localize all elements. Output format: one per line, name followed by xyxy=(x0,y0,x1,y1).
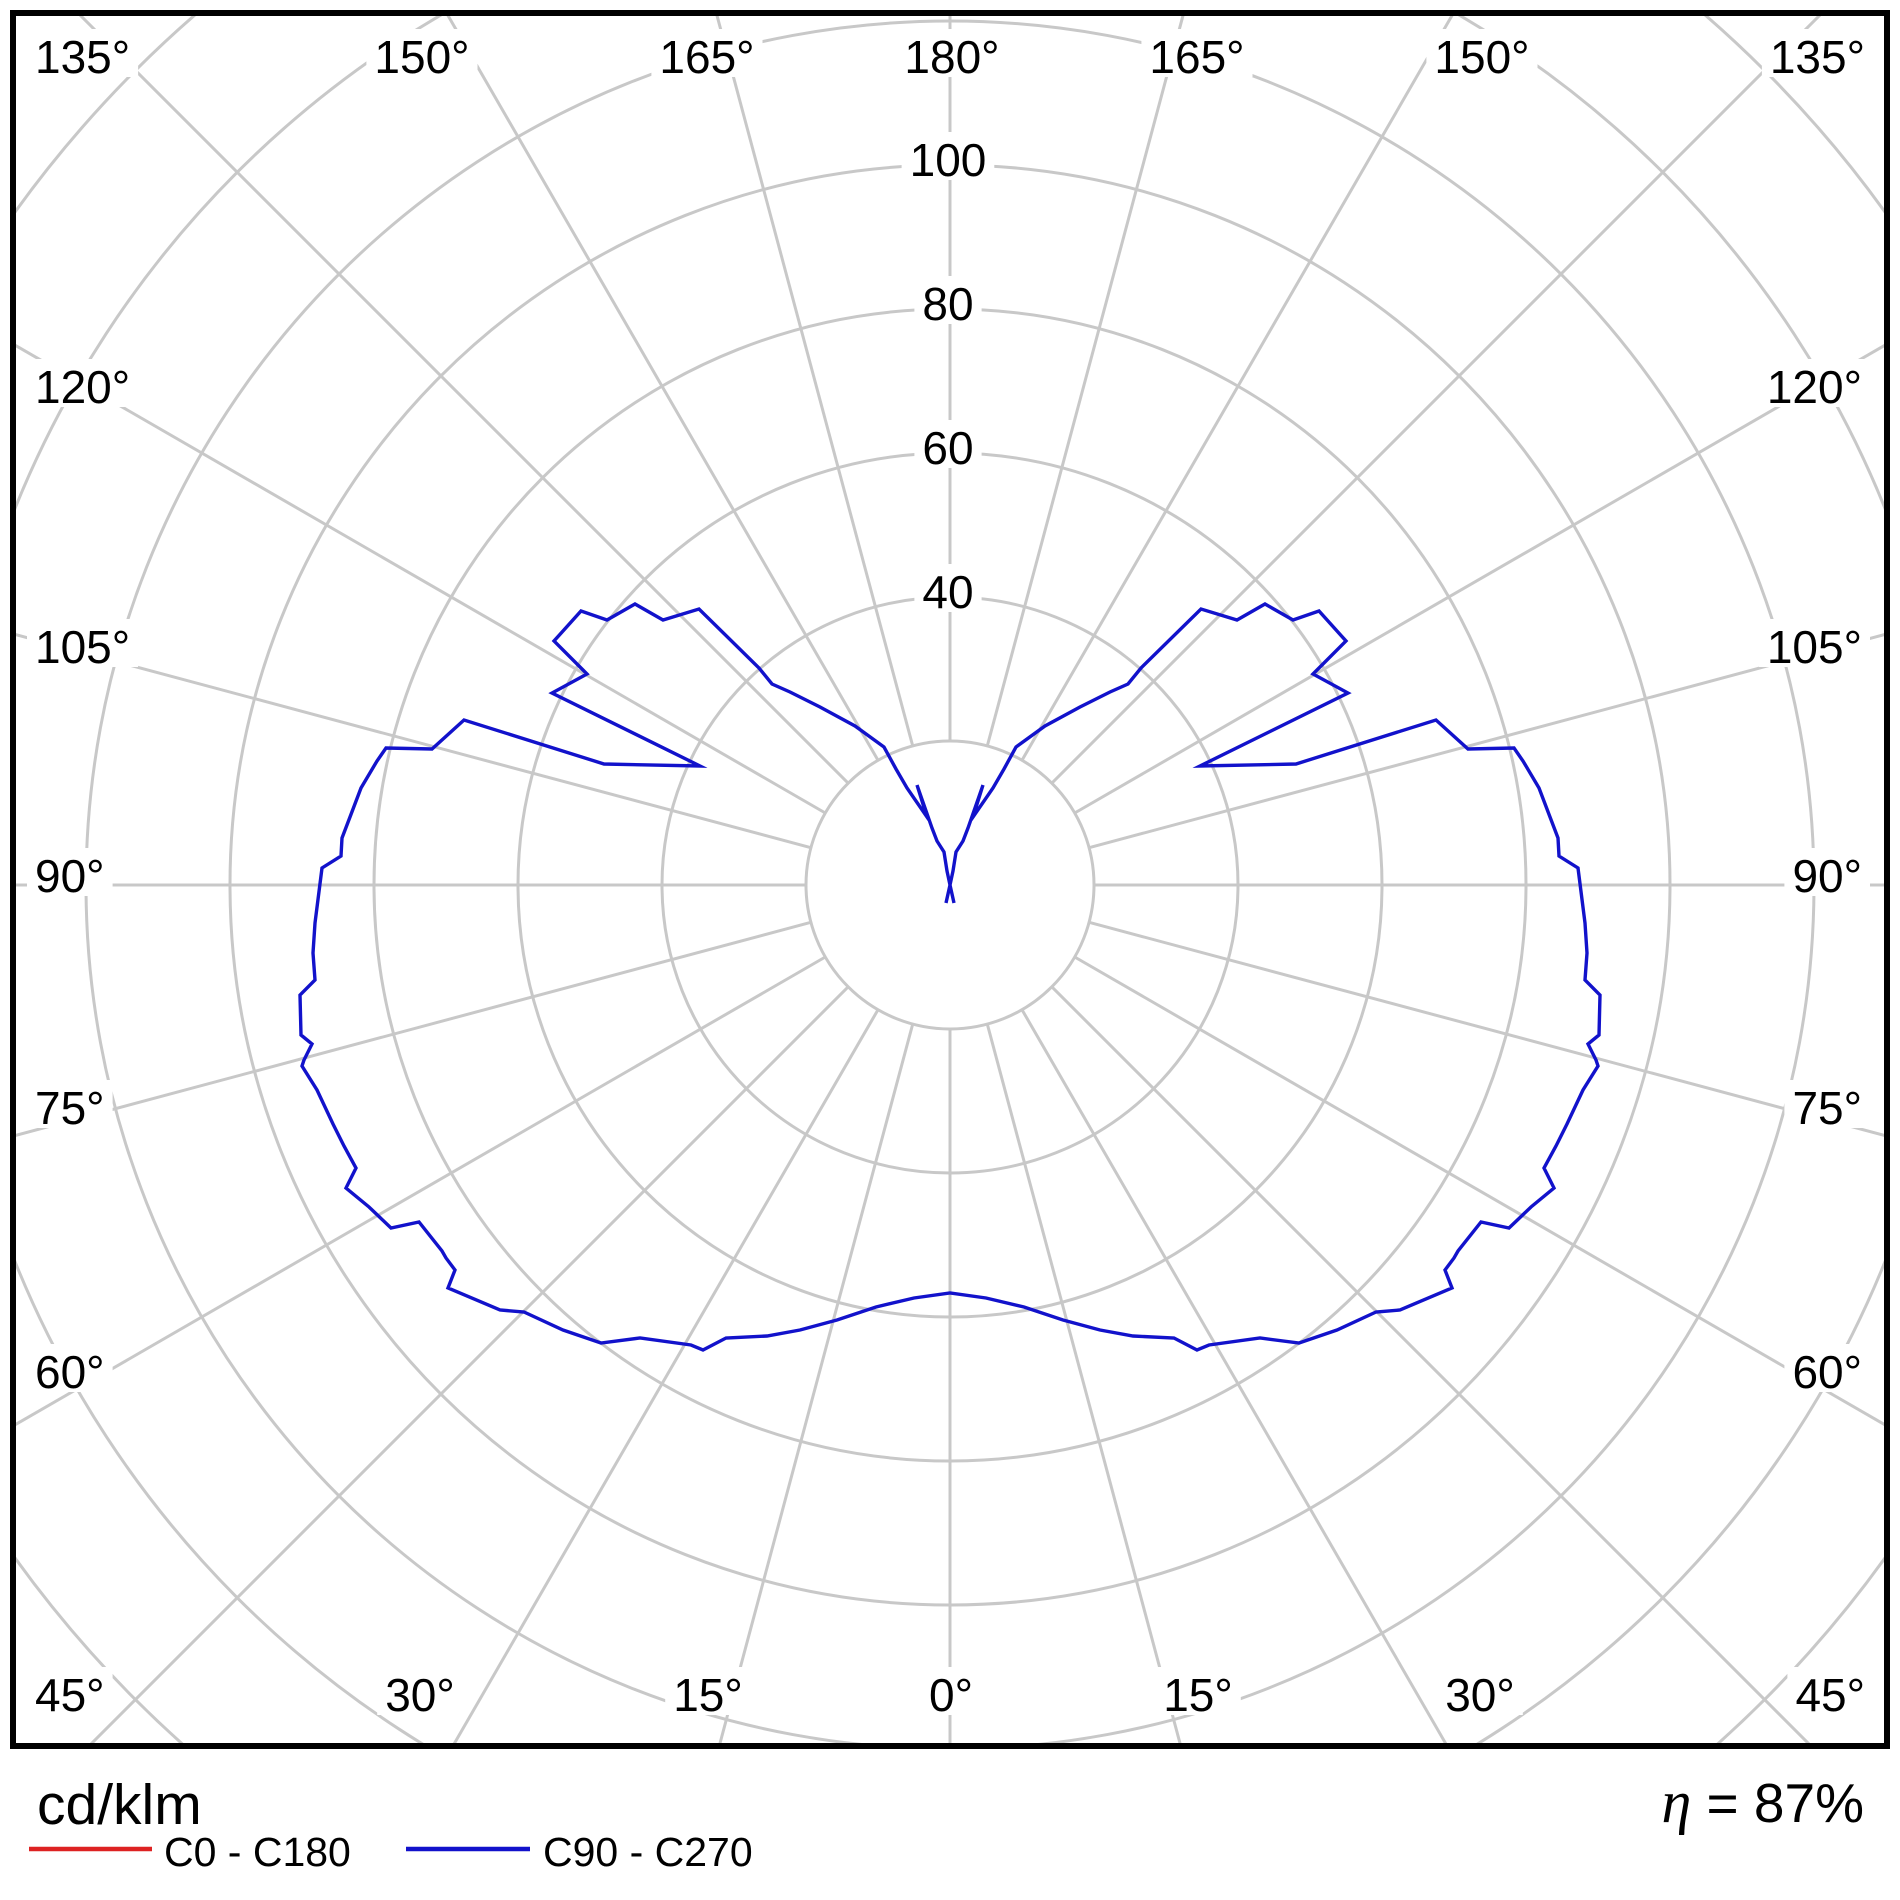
svg-text:135°: 135° xyxy=(35,31,130,83)
svg-text:C90 - C270: C90 - C270 xyxy=(543,1829,753,1875)
svg-text:100: 100 xyxy=(910,134,987,186)
svg-text:135°: 135° xyxy=(1770,31,1865,83)
svg-text:75°: 75° xyxy=(1792,1082,1862,1134)
svg-text:cd/klm: cd/klm xyxy=(37,1773,202,1837)
svg-text:90°: 90° xyxy=(1792,850,1862,902)
svg-text:η = 87%: η = 87% xyxy=(1661,1769,1864,1835)
svg-text:0°: 0° xyxy=(929,1669,973,1721)
svg-text:60°: 60° xyxy=(1792,1346,1862,1398)
svg-text:45°: 45° xyxy=(1795,1669,1865,1721)
svg-text:60°: 60° xyxy=(35,1346,105,1398)
svg-text:30°: 30° xyxy=(385,1669,455,1721)
svg-text:150°: 150° xyxy=(1434,31,1529,83)
svg-text:105°: 105° xyxy=(1767,621,1862,673)
svg-text:30°: 30° xyxy=(1445,1669,1515,1721)
svg-text:45°: 45° xyxy=(35,1669,105,1721)
svg-text:120°: 120° xyxy=(1767,361,1862,413)
svg-text:C0 - C180: C0 - C180 xyxy=(164,1829,351,1875)
svg-text:40: 40 xyxy=(922,566,973,618)
svg-text:105°: 105° xyxy=(35,621,130,673)
svg-text:120°: 120° xyxy=(35,361,130,413)
svg-text:150°: 150° xyxy=(374,31,469,83)
svg-text:60: 60 xyxy=(922,422,973,474)
svg-text:90°: 90° xyxy=(35,850,105,902)
svg-text:165°: 165° xyxy=(1149,31,1244,83)
svg-text:180°: 180° xyxy=(904,31,999,83)
svg-text:15°: 15° xyxy=(1163,1669,1233,1721)
svg-text:165°: 165° xyxy=(659,31,754,83)
svg-text:75°: 75° xyxy=(35,1082,105,1134)
svg-text:15°: 15° xyxy=(673,1669,743,1721)
svg-text:80: 80 xyxy=(922,278,973,330)
